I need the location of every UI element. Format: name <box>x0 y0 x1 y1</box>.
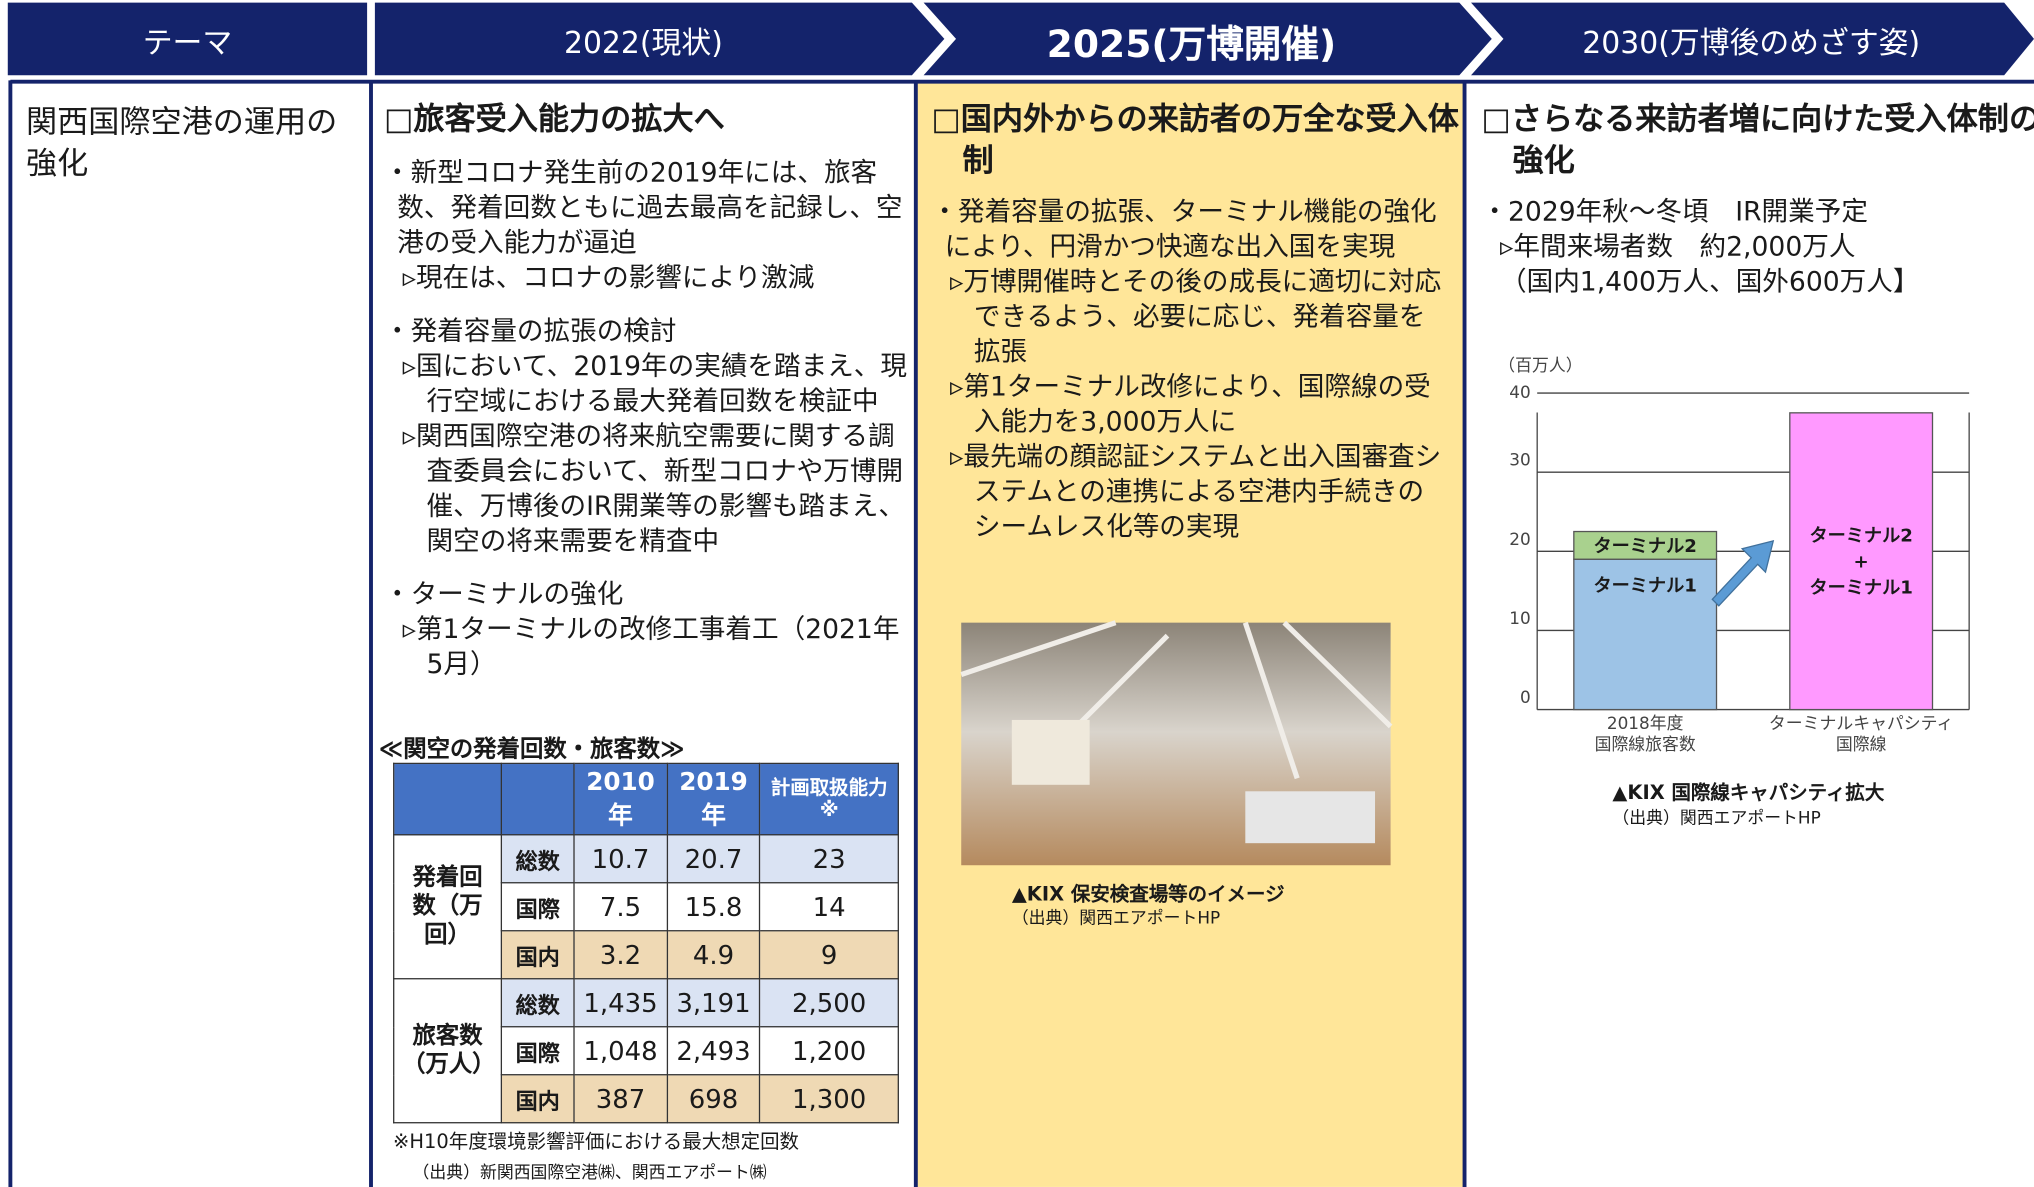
bar-label-line: + <box>1854 552 1869 573</box>
chart-caption: ▲KIX 国際線キャパシティ拡大 <box>1612 778 1884 805</box>
bar-label: ターミナル2 <box>1593 536 1696 557</box>
x-tick-line: 2018年度 <box>1607 713 1684 733</box>
bar-label-line: ターミナル2 <box>1809 526 1912 547</box>
y-tick-label: 0 <box>1520 687 1531 707</box>
chart-source: （出典）関西エアポートHP <box>1612 804 1820 829</box>
bar-label-line: ターミナル1 <box>1593 576 1696 597</box>
bar-label-line: ターミナル2 <box>1593 536 1696 557</box>
page: テーマ 2022(現状) 2025(万博開催) 2030(万博後のめざす姿) 関… <box>0 0 2034 1187</box>
chart: （百万人）0102030402018年度国際線旅客数ターミナル1ターミナル2ター… <box>0 0 2034 1187</box>
x-tick-line: 国際線 <box>1836 734 1887 754</box>
y-tick-label: 10 <box>1509 608 1530 628</box>
y-tick-label: 30 <box>1509 450 1530 470</box>
x-tick-label: 2018年度国際線旅客数 <box>1595 713 1696 754</box>
bar-label-line: ターミナル1 <box>1809 578 1912 599</box>
y-tick-label: 40 <box>1509 382 1530 402</box>
x-tick-line: ターミナルキャパシティ <box>1769 713 1953 733</box>
slide: テーマ 2022(現状) 2025(万博開催) 2030(万博後のめざす姿) 関… <box>0 0 2034 1187</box>
y-axis-label: （百万人） <box>1498 355 1582 375</box>
y-tick-label: 20 <box>1509 529 1530 549</box>
x-tick-line: 国際線旅客数 <box>1595 734 1696 754</box>
bar-label: ターミナル1 <box>1593 576 1696 597</box>
x-tick-label: ターミナルキャパシティ国際線 <box>1769 713 1953 754</box>
